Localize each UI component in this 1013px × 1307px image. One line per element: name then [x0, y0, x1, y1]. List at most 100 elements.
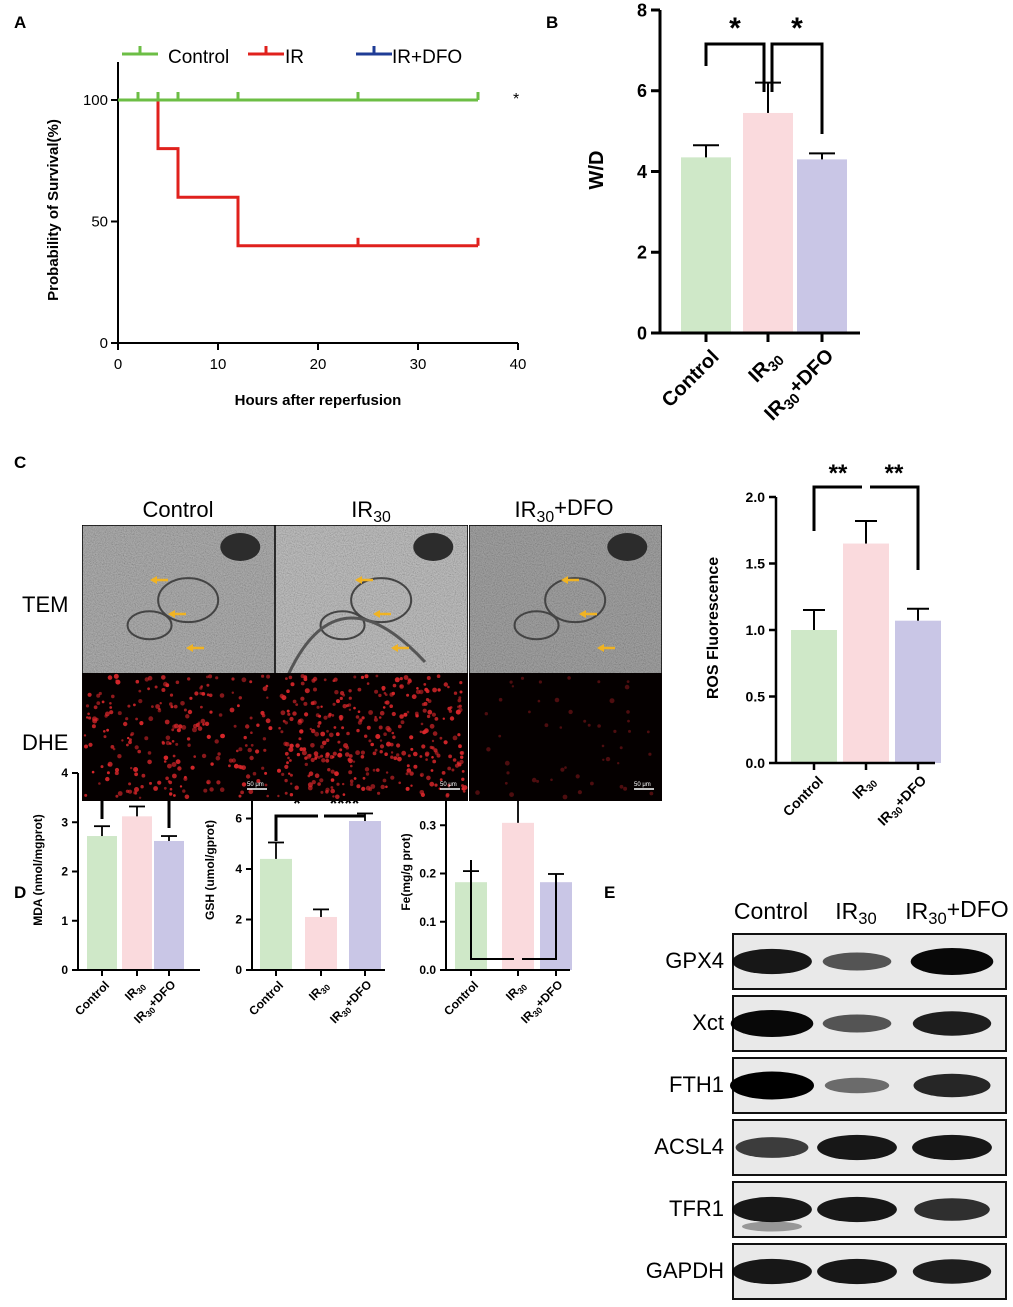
- dhe-cell: [183, 776, 188, 781]
- panel-label-B: B: [546, 13, 558, 32]
- dhe-cell: [626, 710, 630, 714]
- dhe-cell: [365, 772, 370, 776]
- dhe-cell: [137, 749, 141, 754]
- blot-band: [822, 952, 892, 971]
- dhe-cell: [498, 697, 503, 702]
- dhe-cell: [173, 794, 176, 797]
- dhe-cell: [193, 755, 196, 758]
- dhe-cell: [445, 793, 450, 797]
- y-tick-label: 0: [61, 963, 68, 977]
- dhe-cell: [280, 730, 284, 734]
- dhe-cell: [256, 723, 260, 727]
- dhe-cell: [326, 729, 329, 733]
- legend-label-IR: IR: [285, 47, 304, 68]
- dhe-cell: [252, 771, 257, 776]
- dhe-cell: [169, 702, 173, 706]
- dhe-cell: [544, 723, 549, 728]
- dhe-cell: [163, 760, 167, 763]
- dhe-cell: [425, 758, 428, 761]
- dhe-scale: 50 μm: [634, 782, 651, 788]
- dhe-cell: [439, 778, 443, 782]
- dhe-cell: [321, 740, 327, 746]
- dhe-cell: [348, 754, 353, 758]
- y-tick-label: 1.0: [746, 622, 766, 638]
- dhe-cell: [341, 726, 345, 730]
- dhe-cell: [609, 698, 615, 704]
- dhe-cell: [201, 753, 207, 759]
- dhe-cell: [320, 731, 326, 737]
- dhe-cell: [423, 683, 427, 686]
- label-part: +DFO: [342, 978, 375, 1011]
- dhe-cell: [325, 790, 329, 794]
- dhe-cell: [334, 690, 339, 695]
- dhe-cell: [420, 722, 424, 726]
- dhe-cell: [214, 739, 219, 744]
- dhe-cell: [373, 717, 378, 722]
- dhe-cell: [208, 674, 213, 679]
- dhe-cell: [265, 684, 269, 688]
- dhe-cell: [391, 711, 396, 717]
- dhe-cell: [209, 787, 214, 792]
- dhe-cell: [419, 730, 423, 734]
- x-tick-label: 30: [410, 356, 427, 373]
- dhe-cell: [390, 751, 394, 754]
- sig-2-bracket: [870, 485, 920, 570]
- y-tick-label: 0.0: [746, 755, 766, 771]
- dhe-cell: [399, 677, 403, 681]
- dhe-cell: [290, 782, 293, 785]
- dhe-cell: [158, 707, 161, 711]
- dhe-image: 50 μm: [275, 673, 468, 801]
- dhe-cell: [392, 683, 397, 688]
- dhe-cell: [364, 734, 368, 738]
- dhe-cell: [349, 782, 354, 787]
- dhe-cell: [155, 704, 161, 709]
- sig-1-stars: *: [293, 794, 301, 815]
- bar-IR30+DFO: [154, 840, 184, 970]
- dhe-cell: [165, 776, 169, 781]
- dhe-cell: [140, 785, 144, 789]
- dhe-cell: [169, 792, 173, 796]
- tem-mitochondrion: [319, 610, 366, 641]
- dhe-cell: [183, 708, 187, 712]
- y-axis-label: Fe(mg/g prot): [399, 833, 413, 910]
- dhe-cell: [178, 724, 183, 729]
- bar-Control: [260, 858, 292, 970]
- y-tick-label: 4: [61, 766, 68, 780]
- dhe-cell: [378, 725, 383, 730]
- dhe-cell: [261, 674, 265, 678]
- dhe-cell: [362, 776, 366, 780]
- tem-mitochondrion: [126, 610, 173, 641]
- dhe-cell: [509, 792, 514, 797]
- dhe-cell: [249, 716, 253, 720]
- dhe-cell: [169, 787, 173, 791]
- dhe-cell: [342, 793, 346, 796]
- dhe-cell: [353, 777, 357, 780]
- sig-1-bracket: [704, 42, 766, 92]
- x-tick-label: 10: [210, 356, 227, 373]
- column-label: IR30​: [351, 497, 391, 526]
- dhe-cell: [279, 693, 284, 699]
- dhe-cell: [538, 680, 543, 684]
- y-tick-label: 2.0: [746, 489, 766, 505]
- dhe-cell: [443, 740, 448, 745]
- dhe-cell: [511, 685, 515, 688]
- y-axis-label: MDA (nmol/mgprot): [31, 814, 45, 926]
- dhe-cell: [175, 680, 180, 685]
- dhe-cell: [366, 682, 370, 685]
- dhe-cell: [287, 712, 291, 716]
- dhe-cell: [407, 754, 411, 758]
- dhe-cell: [139, 721, 144, 726]
- dhe-cell: [425, 698, 430, 702]
- dhe-cell: [385, 700, 390, 705]
- dhe-cell: [316, 705, 320, 709]
- y-axis-label: ROS Fluorescence: [705, 557, 722, 699]
- dhe-cell: [378, 716, 382, 719]
- dhe-cell: [206, 683, 210, 687]
- category-label: Control: [441, 978, 481, 1018]
- y-tick-label: 0: [637, 323, 647, 343]
- dhe-cell: [261, 766, 265, 770]
- dhe-cell: [567, 676, 571, 680]
- dhe-cell: [536, 779, 540, 783]
- dhe-cell: [133, 703, 136, 707]
